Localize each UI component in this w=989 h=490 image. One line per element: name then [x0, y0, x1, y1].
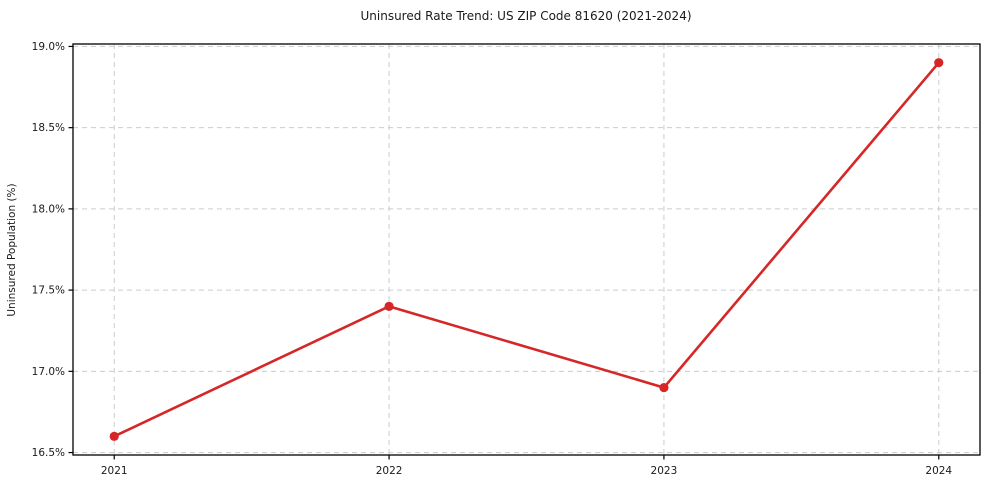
y-tick-label: 19.0%: [32, 41, 65, 53]
tick-labels: 16.5% 17.0% 17.5% 18.0% 18.5% 19.0% 2021 2022 20…: [32, 41, 953, 477]
data-point-marker: [934, 58, 944, 68]
trend-line: [112, 61, 941, 438]
data-point-marker: [384, 301, 394, 311]
y-tick-label: 16.5%: [32, 447, 65, 459]
axis-ticks: [68, 45, 940, 460]
y-tick-label: 17.5%: [32, 285, 65, 297]
x-tick-label: 2021: [101, 465, 128, 477]
chart-title: Uninsured Rate Trend: US ZIP Code 81620 …: [360, 9, 691, 23]
y-tick-label: 18.0%: [32, 203, 65, 215]
plot-frame: [72, 43, 981, 456]
x-tick-label: 2022: [376, 465, 403, 477]
y-axis-label: Uninsured Population (%): [6, 183, 18, 316]
y-tick-label: 18.5%: [32, 122, 65, 134]
data-point-marker: [109, 431, 119, 441]
x-tick-label: 2024: [925, 465, 952, 477]
trend-line-series: [109, 58, 944, 441]
y-tick-label: 17.0%: [32, 366, 65, 378]
gridlines: [73, 44, 980, 455]
x-tick-label: 2023: [651, 465, 678, 477]
data-point-marker: [659, 382, 669, 393]
